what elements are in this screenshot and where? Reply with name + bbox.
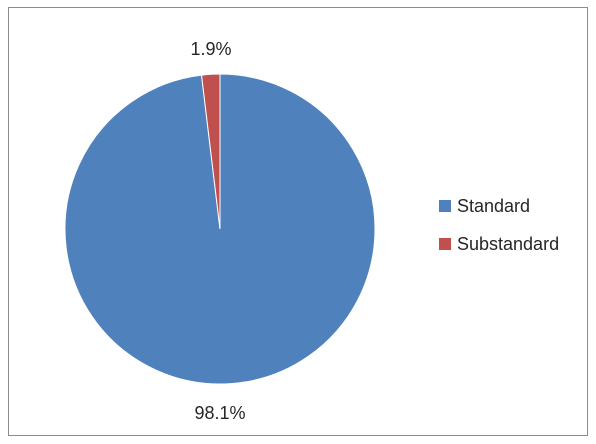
legend: Standard Substandard	[439, 195, 559, 255]
data-label-substandard: 1.9%	[190, 39, 231, 59]
legend-swatch-standard	[439, 200, 451, 212]
data-label-standard: 98.1%	[194, 403, 245, 423]
pie-slice-substandard	[200, 73, 221, 230]
legend-item-substandard: Substandard	[439, 233, 559, 255]
legend-item-standard: Standard	[439, 195, 559, 217]
pie-slices	[64, 73, 376, 385]
legend-label-standard: Standard	[457, 195, 531, 216]
pie-chart: 98.1% 1.9%	[64, 39, 376, 423]
legend-swatch-substandard	[439, 238, 451, 250]
chart-area: 98.1% 1.9% Standard Substandard	[8, 7, 588, 436]
legend-label-substandard: Substandard	[457, 233, 560, 254]
